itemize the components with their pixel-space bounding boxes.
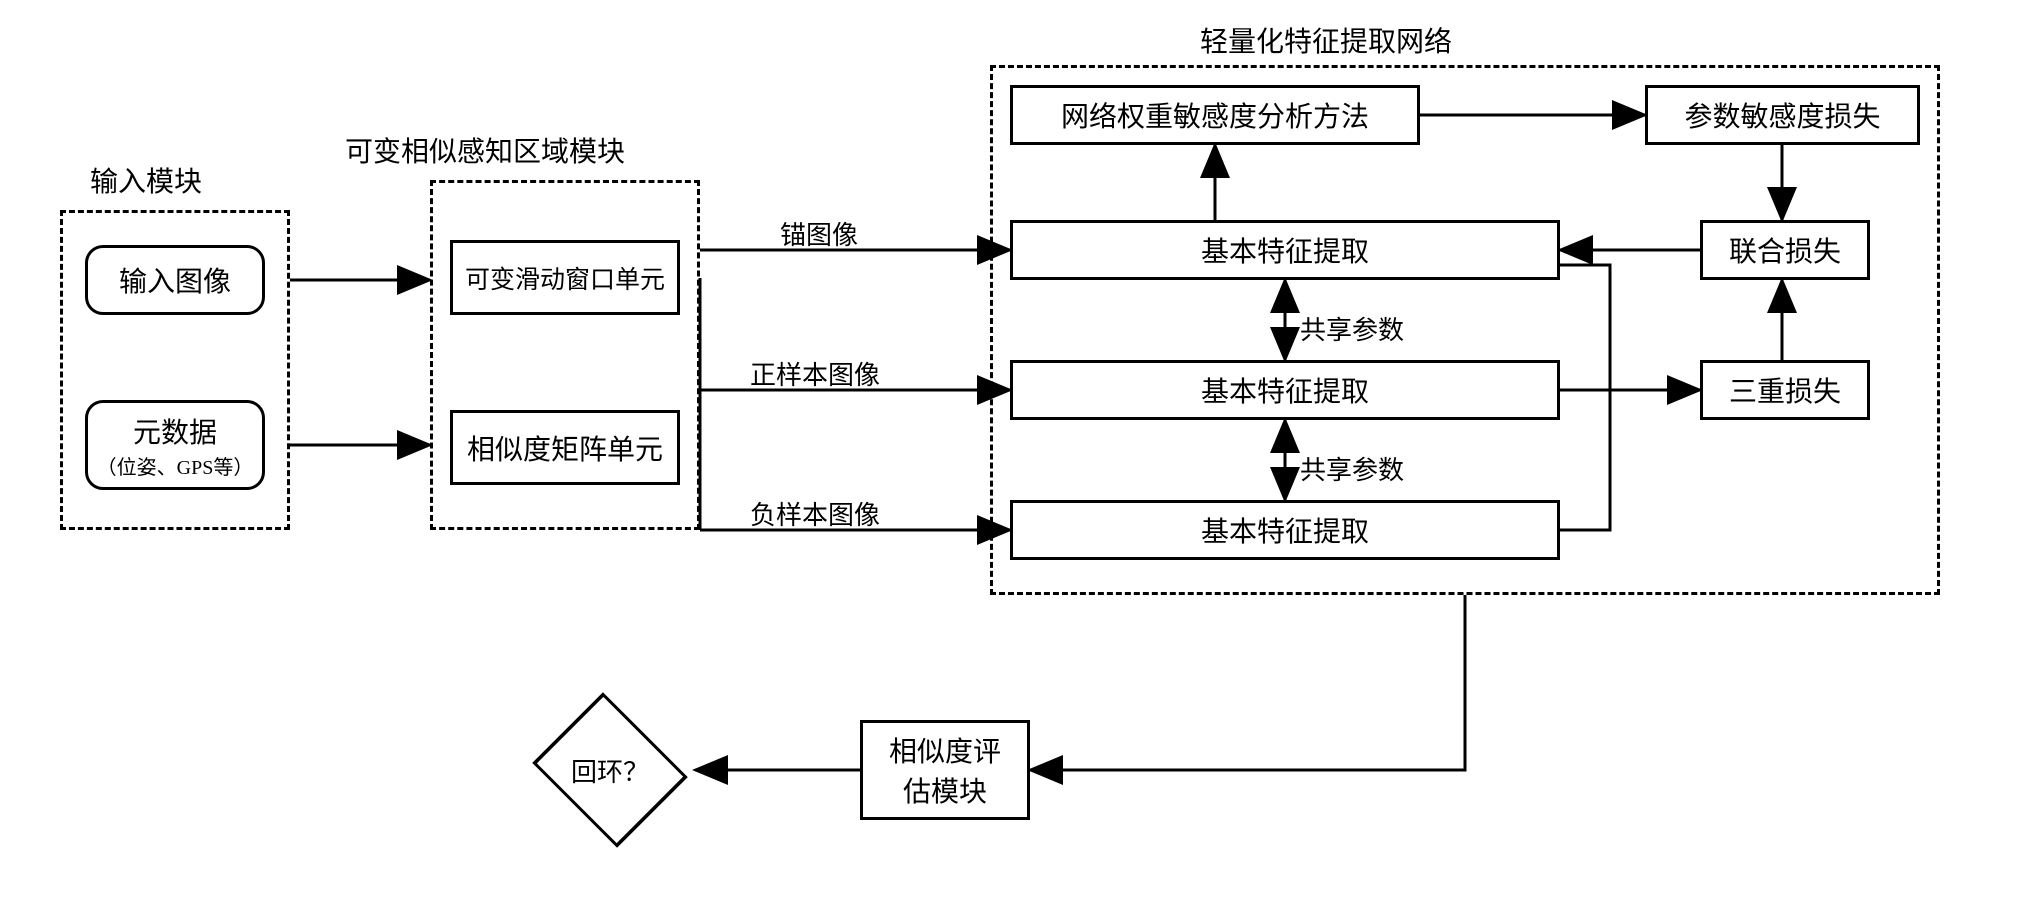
sliding-window-label: 可变滑动窗口单元 [465,260,665,296]
input-image-label: 输入图像 [119,260,231,300]
share-params-2: 共享参数 [1300,450,1404,487]
share-params-1: 共享参数 [1300,310,1404,347]
sensitivity-method-label: 网络权重敏感度分析方法 [1061,95,1369,135]
triple-loss-box: 三重损失 [1700,360,1870,420]
sensitivity-method-box: 网络权重敏感度分析方法 [1010,85,1420,145]
joint-loss-box: 联合损失 [1700,220,1870,280]
metadata-box: 元数据 （位姿、GPS等） [85,400,265,490]
metadata-label: 元数据 [133,411,217,451]
feature-negative-box: 基本特征提取 [1010,500,1560,560]
loop-decision-label: 回环？ [571,752,649,789]
feature-anchor-box: 基本特征提取 [1010,220,1560,280]
lightweight-net-label: 轻量化特征提取网络 [1200,20,1452,60]
joint-loss-label: 联合损失 [1729,230,1841,270]
input-image-box: 输入图像 [85,245,265,315]
similarity-eval-label: 相似度评 估模块 [889,730,1001,810]
sliding-window-box: 可变滑动窗口单元 [450,240,680,315]
negative-sample-label: 负样本图像 [750,495,880,532]
similarity-eval-box: 相似度评 估模块 [860,720,1030,820]
positive-sample-label: 正样本图像 [750,355,880,392]
param-loss-box: 参数敏感度损失 [1645,85,1920,145]
similarity-matrix-label: 相似度矩阵单元 [467,428,663,468]
feature-positive-box: 基本特征提取 [1010,360,1560,420]
param-loss-label: 参数敏感度损失 [1684,95,1880,135]
input-module-label: 输入模块 [90,160,202,200]
similarity-matrix-box: 相似度矩阵单元 [450,410,680,485]
feature-anchor-label: 基本特征提取 [1201,230,1369,270]
feature-positive-label: 基本特征提取 [1201,370,1369,410]
loop-decision-diamond: 回环？ [530,720,690,820]
metadata-sublabel: （位姿、GPS等） [97,451,254,480]
feature-negative-label: 基本特征提取 [1201,510,1369,550]
variable-region-label: 可变相似感知区域模块 [345,130,625,170]
anchor-image-label: 锚图像 [780,215,858,252]
triple-loss-label: 三重损失 [1729,370,1841,410]
